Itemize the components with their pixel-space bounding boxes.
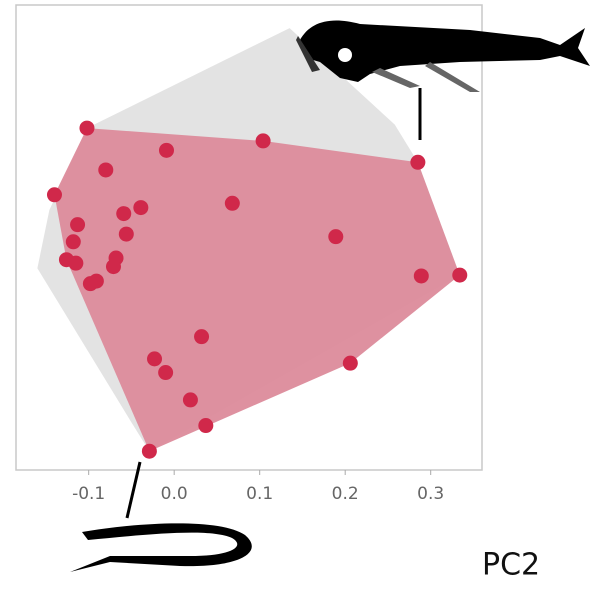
point: [256, 133, 271, 148]
point: [183, 392, 198, 407]
point: [414, 268, 429, 283]
point: [116, 206, 131, 221]
point: [225, 196, 240, 211]
chart: PC2 -0.1 0.0 0.1 0.2 0.3: [0, 0, 596, 601]
point: [98, 162, 113, 177]
point: [133, 200, 148, 215]
point: [158, 365, 173, 380]
point: [194, 329, 209, 344]
point: [343, 356, 358, 371]
point: [83, 276, 98, 291]
point: [119, 227, 134, 242]
x-tick-label: 0.3: [417, 484, 444, 504]
x-tick-label: 0.1: [246, 484, 273, 504]
point: [106, 259, 121, 274]
point: [328, 229, 343, 244]
fish-bottom: [70, 523, 252, 572]
point: [159, 143, 174, 158]
axis-label: PC2: [482, 548, 540, 583]
point: [410, 155, 425, 170]
point: [452, 268, 467, 283]
x-tick-label: -0.1: [72, 484, 105, 504]
point: [68, 256, 83, 271]
point: [47, 187, 62, 202]
point: [147, 351, 162, 366]
x-tick-label: 0.2: [332, 484, 359, 504]
point: [142, 444, 157, 459]
point: [79, 121, 94, 136]
x-tick-label: 0.0: [161, 484, 188, 504]
point: [66, 234, 81, 249]
point: [198, 418, 213, 433]
point: [70, 217, 85, 232]
